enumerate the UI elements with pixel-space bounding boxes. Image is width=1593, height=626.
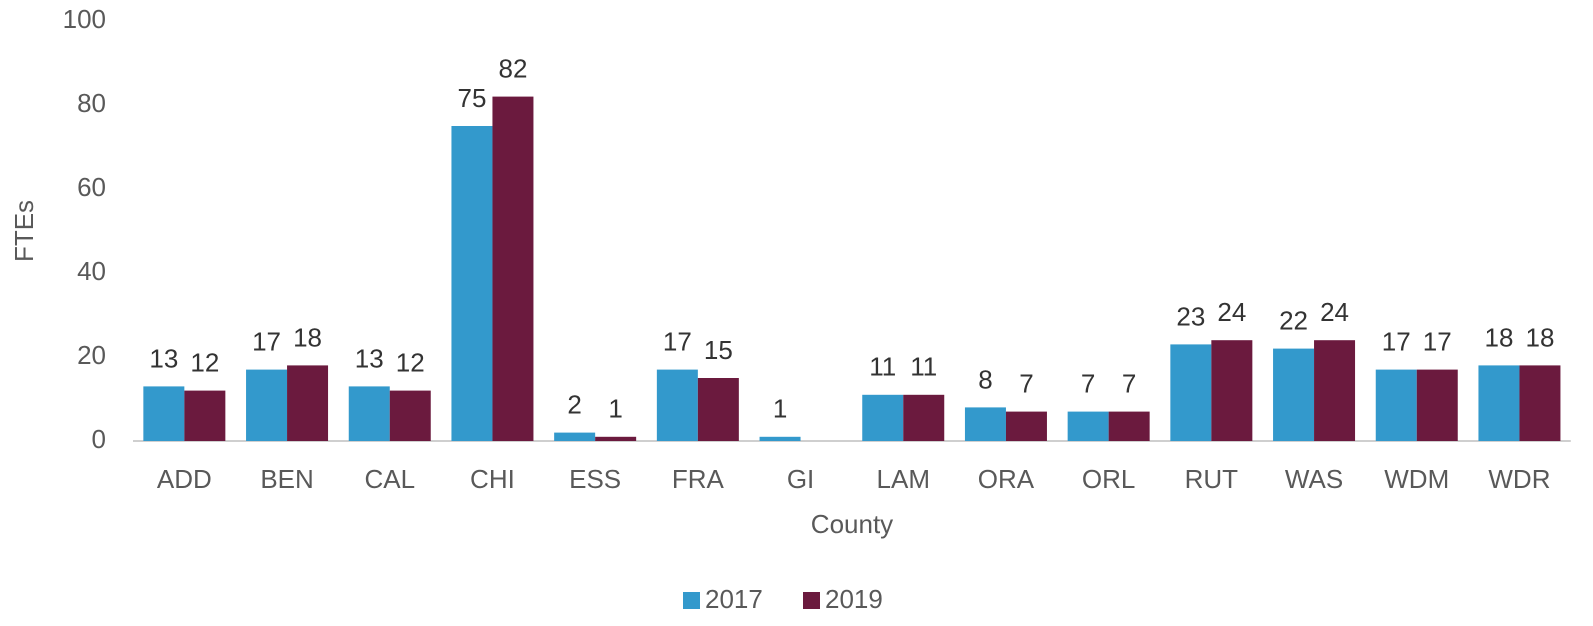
x-tick-label: CAL	[364, 464, 415, 494]
bar	[1273, 348, 1315, 441]
data-label: 7	[1081, 368, 1095, 398]
bar	[1519, 365, 1561, 441]
data-label: 7	[1122, 368, 1136, 398]
bar	[143, 386, 185, 441]
x-tick-label: LAM	[877, 464, 930, 494]
bar	[697, 378, 739, 441]
data-label: 7	[1019, 368, 1033, 398]
bar	[1108, 411, 1150, 441]
bar	[903, 394, 945, 441]
data-label: 18	[1484, 322, 1513, 352]
data-label: 24	[1320, 297, 1349, 327]
data-label: 75	[457, 83, 486, 113]
x-tick-label: BEN	[260, 464, 313, 494]
data-label: 11	[869, 352, 896, 382]
bar	[1478, 365, 1520, 441]
data-label: 2	[567, 389, 581, 419]
data-label: 13	[149, 343, 178, 373]
data-label: 22	[1279, 305, 1308, 335]
y-axis-title: FTEs	[9, 200, 39, 262]
bar	[1314, 340, 1356, 441]
y-tick-label: 60	[77, 172, 106, 202]
bar	[184, 390, 226, 441]
data-label: 24	[1217, 297, 1246, 327]
x-tick-label: ESS	[569, 464, 621, 494]
bar	[759, 436, 801, 441]
data-label: 11	[910, 352, 937, 382]
bar	[554, 432, 596, 441]
bar	[451, 126, 493, 441]
bar	[1375, 369, 1417, 441]
data-label: 17	[663, 326, 692, 356]
bar	[656, 369, 698, 441]
bar	[246, 369, 288, 441]
bar	[492, 96, 534, 441]
y-tick-label: 20	[77, 340, 106, 370]
x-tick-label: WDM	[1384, 464, 1449, 494]
bar	[964, 407, 1006, 441]
data-label: 82	[498, 53, 527, 83]
legend-swatch	[683, 592, 700, 609]
legend-swatch	[803, 592, 820, 609]
x-tick-label: WAS	[1285, 464, 1343, 494]
bar	[595, 436, 637, 441]
y-tick-label: 0	[92, 424, 106, 454]
data-label: 17	[1423, 326, 1452, 356]
bar	[1005, 411, 1047, 441]
data-label: 8	[978, 364, 992, 394]
y-tick-label: 80	[77, 88, 106, 118]
bar	[287, 365, 329, 441]
x-tick-label: FRA	[672, 464, 725, 494]
x-tick-label: ORA	[978, 464, 1035, 494]
y-tick-label: 40	[77, 256, 106, 286]
data-label: 1	[773, 394, 787, 424]
y-tick-label: 100	[63, 4, 106, 34]
legend-label: 2019	[825, 584, 883, 614]
data-label: 12	[396, 347, 425, 377]
bar	[389, 390, 431, 441]
data-label: 18	[1525, 322, 1554, 352]
data-label: 23	[1176, 301, 1205, 331]
x-tick-label: WDR	[1488, 464, 1550, 494]
data-label: 13	[355, 343, 384, 373]
x-tick-label: ORL	[1082, 464, 1135, 494]
data-label: 17	[252, 326, 281, 356]
x-tick-label: ADD	[157, 464, 212, 494]
data-label: 12	[190, 347, 219, 377]
bar	[1416, 369, 1458, 441]
x-tick-label: RUT	[1185, 464, 1239, 494]
bar	[1170, 344, 1212, 441]
x-axis-title: County	[811, 509, 893, 539]
x-tick-label: GI	[787, 464, 814, 494]
x-tick-label: CHI	[470, 464, 515, 494]
bar	[1211, 340, 1253, 441]
data-label: 1	[608, 394, 622, 424]
legend-label: 2017	[705, 584, 763, 614]
data-label: 18	[293, 322, 322, 352]
data-label: 15	[704, 335, 733, 365]
data-label: 17	[1382, 326, 1411, 356]
bar	[348, 386, 390, 441]
bar	[862, 394, 904, 441]
bar	[1067, 411, 1109, 441]
